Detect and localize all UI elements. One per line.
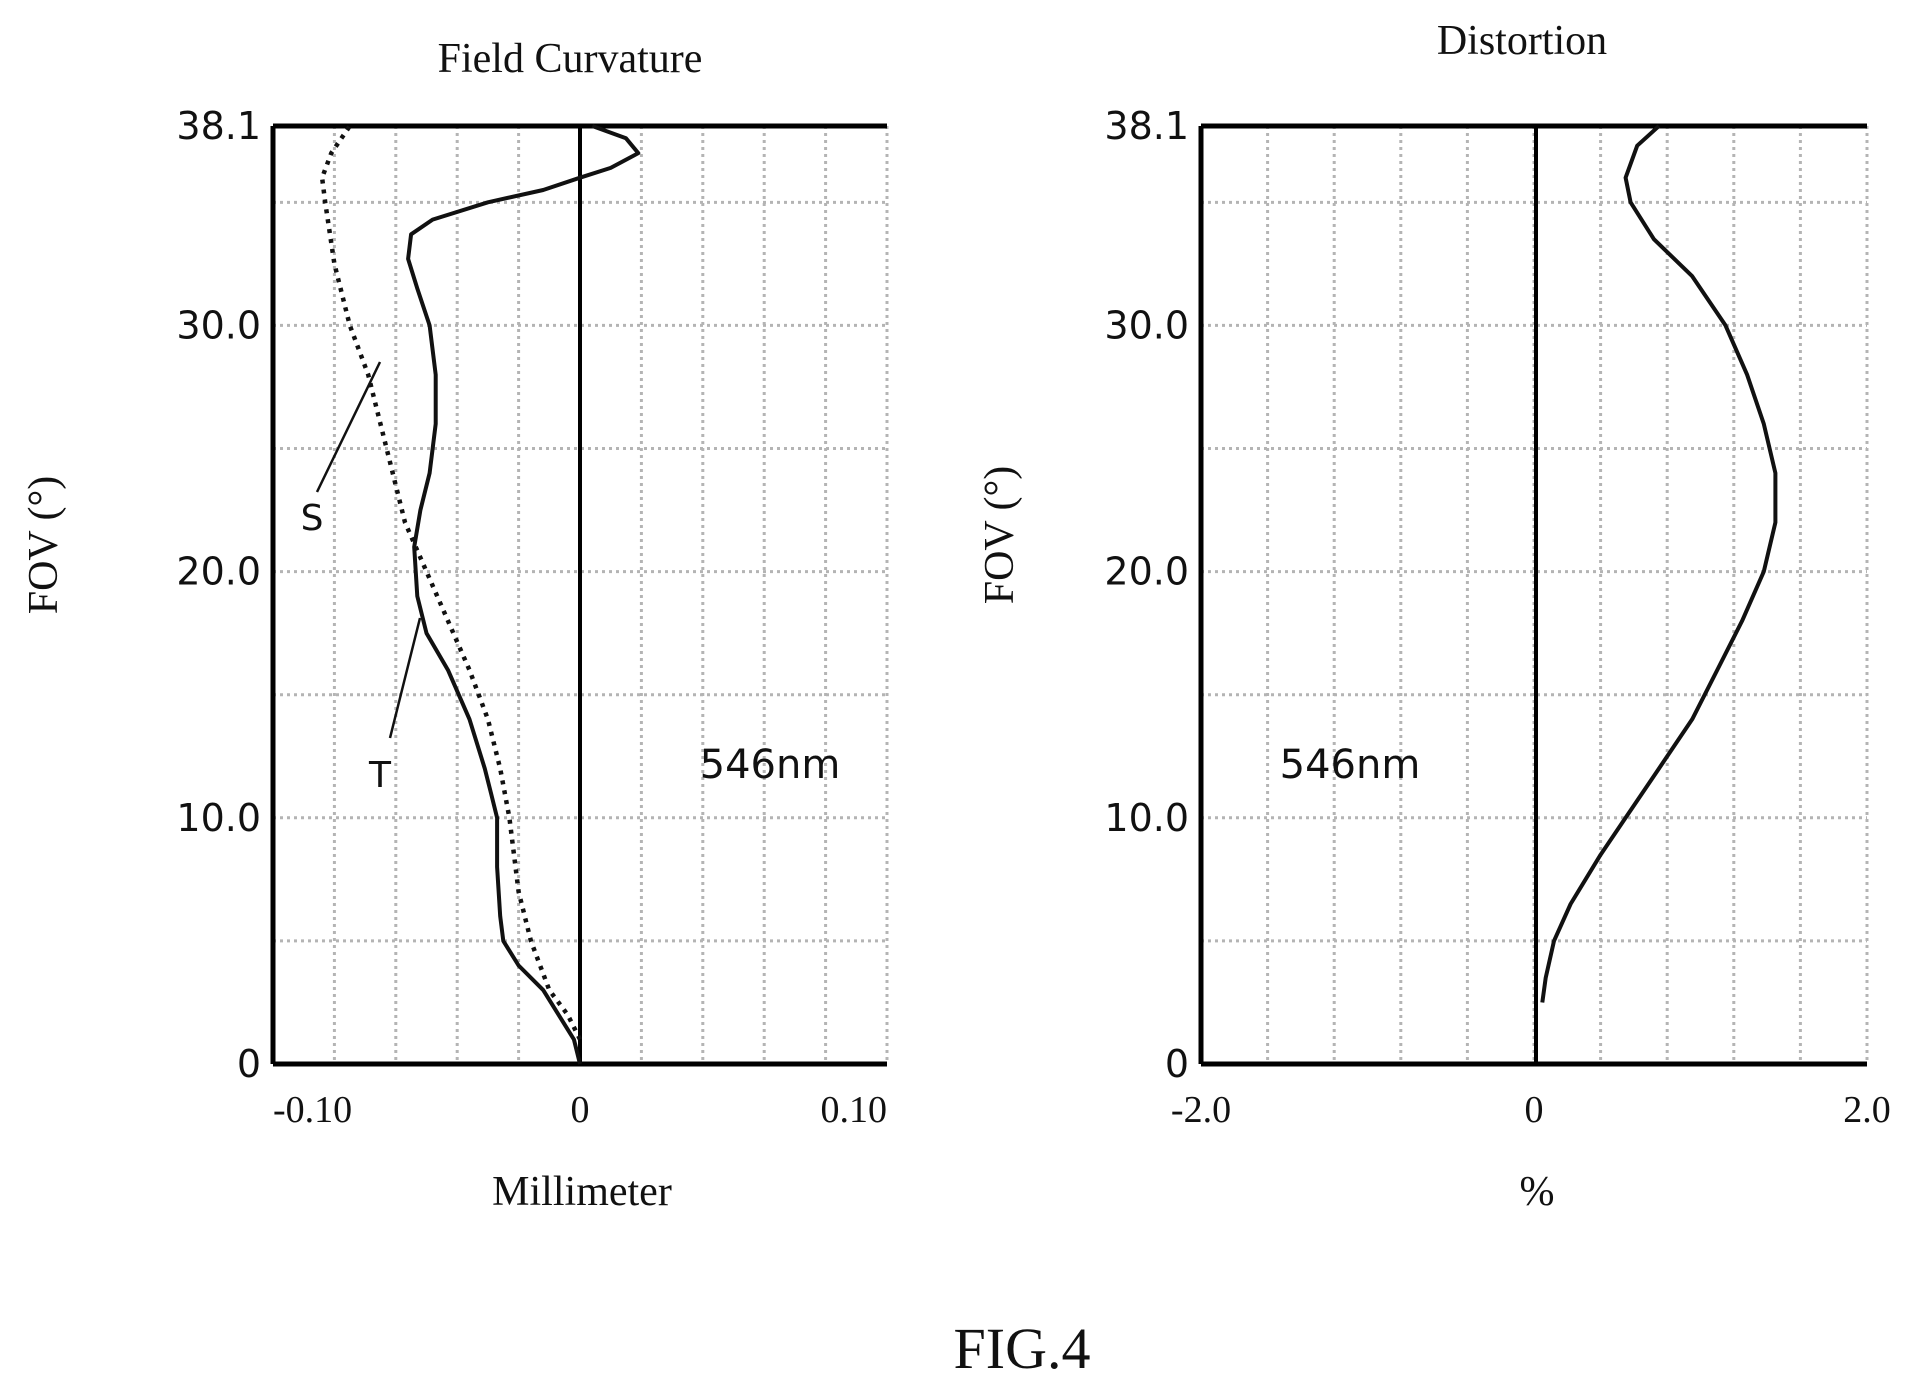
distortion-chart: Distortion 010.020.030.038.1-2.0 0 2.0 546… — [977, 18, 1891, 1215]
y-tick-label: 0 — [237, 1042, 261, 1086]
x-tick-label: -2.0 — [1171, 1089, 1231, 1131]
field-curvature-chart: Field Curvature 010.020.030.038.1-0.10 0 0… — [21, 36, 889, 1215]
chart-title: Field Curvature — [438, 36, 703, 82]
y-tick-label: 0 — [1165, 1042, 1189, 1086]
series-tag-s: S — [301, 498, 324, 539]
series-tag-t: T — [368, 755, 392, 796]
s-leader-line — [315, 361, 382, 493]
x-axis-label: Millimeter — [492, 1169, 672, 1215]
y-tick-label: 30.0 — [176, 303, 261, 347]
wavelength-annotation: 546nm — [1280, 742, 1421, 788]
figure-caption: FIG.4 — [954, 1316, 1091, 1381]
wavelength-annotation: 546nm — [700, 742, 841, 788]
series-group — [319, 124, 641, 1065]
y-axis-label: FOV (°) — [21, 476, 67, 615]
series-group — [1540, 124, 1778, 1003]
y-tick-label: 10.0 — [176, 796, 261, 840]
tick-labels: 0 10.0 20.0 30.0 38.1 -0.10 0 0.10 — [176, 104, 887, 1131]
x-tick-label: 0 — [571, 1089, 590, 1131]
x-tick-label: 0.10 — [821, 1089, 888, 1131]
y-tick-label: 10.0 — [1104, 796, 1189, 840]
y-tick-label: 38.1 — [176, 104, 261, 148]
series-s-line — [319, 124, 583, 1041]
x-tick-label: 2.0 — [1843, 1089, 1891, 1131]
y-axis-label: FOV (°) — [977, 466, 1023, 605]
tick-labels: 010.020.030.038.1-2.0 0 2.0 — [1104, 104, 1890, 1131]
y-tick-label: 20.0 — [1104, 550, 1189, 594]
y-tick-label: 38.1 — [1104, 104, 1189, 148]
y-tick-label: 20.0 — [176, 550, 261, 594]
x-tick-label: -0.10 — [273, 1089, 352, 1131]
t-leader-line — [388, 617, 422, 739]
series-t-line — [406, 124, 641, 1065]
y-tick-label: 30.0 — [1104, 303, 1189, 347]
chart-title: Distortion — [1437, 18, 1607, 64]
distortion-line — [1540, 124, 1778, 1003]
x-tick-label: 0 — [1525, 1089, 1544, 1131]
x-axis-label: % — [1520, 1169, 1555, 1215]
